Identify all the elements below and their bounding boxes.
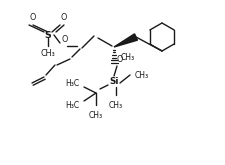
Text: CH₃: CH₃: [135, 70, 149, 80]
Text: CH₃: CH₃: [109, 100, 123, 110]
Text: O: O: [62, 35, 68, 45]
Text: CH₃: CH₃: [41, 50, 55, 59]
Text: O: O: [30, 13, 36, 21]
Text: CH₃: CH₃: [89, 111, 103, 119]
Text: O: O: [61, 13, 67, 21]
Text: O: O: [117, 55, 123, 65]
Text: CH₃: CH₃: [121, 52, 135, 62]
Text: H₃C: H₃C: [65, 79, 79, 87]
Text: Si: Si: [109, 77, 119, 85]
Polygon shape: [114, 34, 137, 47]
Text: S: S: [45, 31, 51, 39]
Text: H₃C: H₃C: [65, 100, 79, 110]
